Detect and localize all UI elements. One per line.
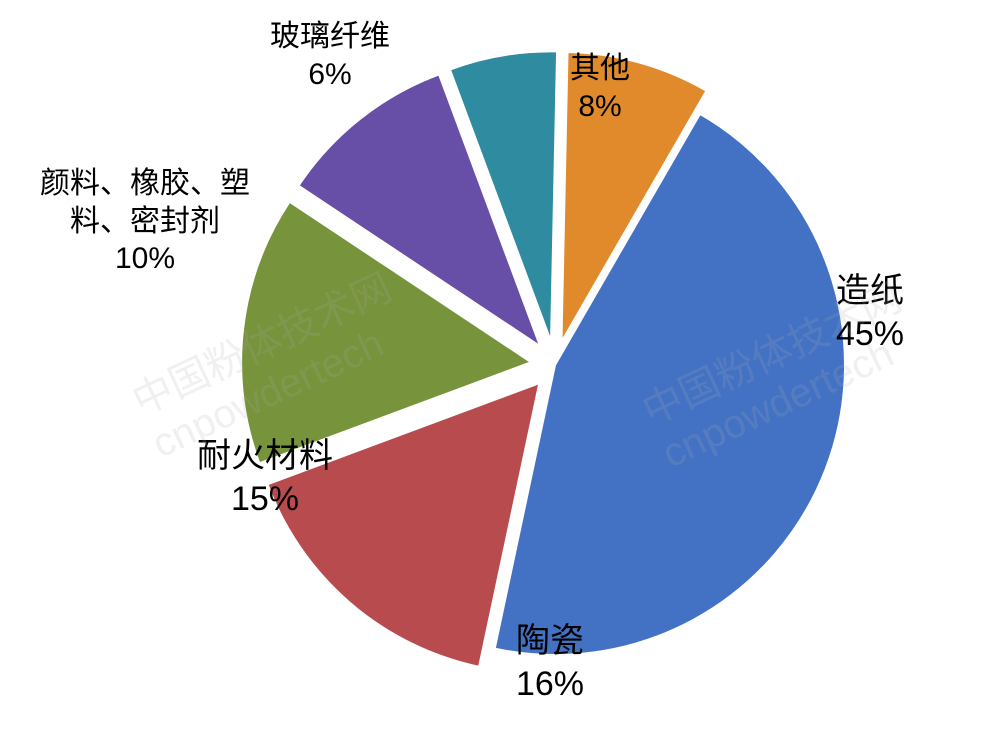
pie-chart-container: 造纸 45% 陶瓷 16% 耐火材料 15% 颜料、橡胶、塑 料、密封剂 10% 玻璃纤…	[0, 0, 981, 731]
slice-label: 耐火材料 15%	[155, 435, 375, 520]
slice-label: 颜料、橡胶、塑 料、密封剂 10%	[10, 165, 280, 278]
slice-label: 玻璃纤维 6%	[230, 18, 430, 93]
slice-label: 陶瓷 16%	[480, 620, 620, 705]
slice-label: 其他 8%	[530, 50, 670, 125]
slice-label: 造纸 45%	[800, 270, 940, 355]
